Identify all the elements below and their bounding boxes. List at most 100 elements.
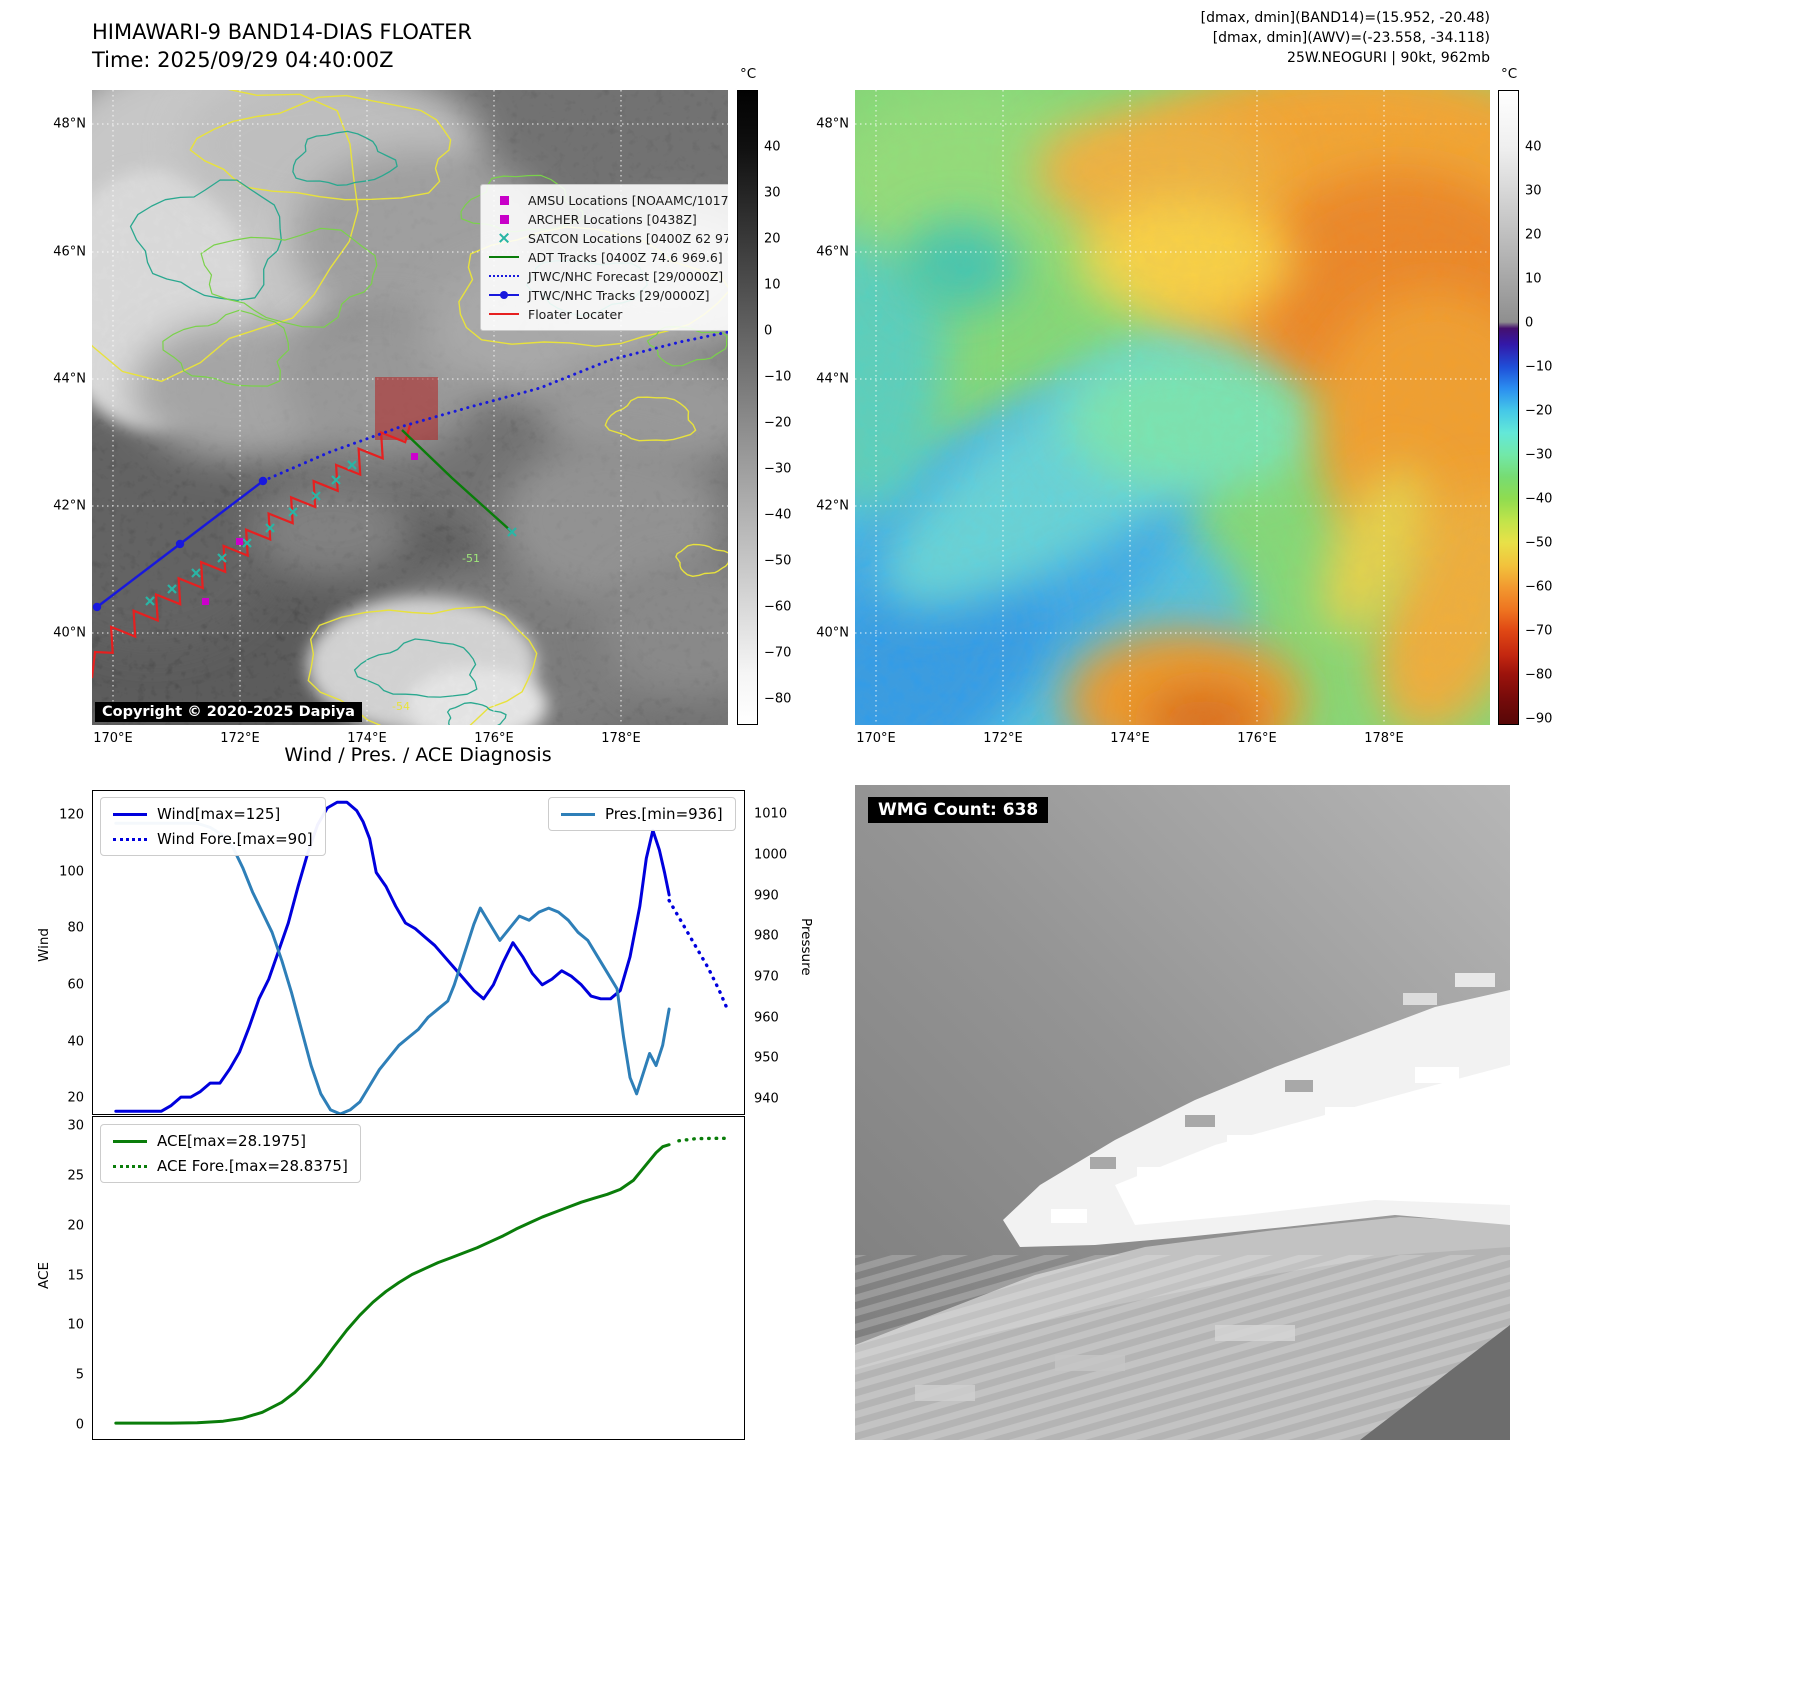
legend-item-forecast: JTWC/NHC Forecast [29/0000Z] — [487, 268, 728, 285]
floater-line-icon — [487, 313, 521, 316]
tick-label: 80 — [67, 920, 84, 936]
legend-item-amsu: AMSU Locations [NOAAMC/1017Z 55 985] — [487, 192, 728, 209]
tick-label: 0 — [764, 323, 773, 339]
tick-label: −30 — [1525, 447, 1553, 463]
awv-satellite-map — [855, 90, 1490, 725]
tick-label: 178°E — [1364, 731, 1404, 746]
tick-label: 10 — [1525, 271, 1542, 287]
tick-label: −40 — [1525, 491, 1553, 507]
tick-label: 950 — [754, 1050, 779, 1066]
ace-axis-label: ACE — [36, 1262, 52, 1289]
forecast-dotted-icon — [487, 275, 521, 278]
storm-info: 25W.NEOGURI | 90kt, 962mb — [1287, 50, 1490, 66]
ace-legend-item: ACE[max=28.1975] — [113, 1132, 348, 1150]
tick-label: 46°N — [816, 244, 849, 260]
tick-label: 172°E — [983, 731, 1023, 746]
band14-colorbar-unit: °C — [740, 66, 757, 82]
contour-label: -51 — [462, 552, 480, 565]
stat-band14: [dmax, dmin](BAND14)=(15.952, -20.48) — [1200, 10, 1490, 26]
tick-label: 176°E — [1237, 731, 1277, 746]
tick-label: −50 — [1525, 535, 1553, 551]
track-linedot-icon — [487, 290, 521, 299]
legend-item-floater: Floater Locater — [487, 306, 728, 323]
tick-label: −30 — [764, 461, 792, 477]
tick-label: −90 — [1525, 711, 1553, 727]
jtwc-forecast-line — [261, 330, 728, 483]
legend-item-jtwc-track: JTWC/NHC Tracks [29/0000Z] — [487, 287, 728, 304]
tick-label: 100 — [59, 864, 84, 880]
tick-label: −70 — [764, 645, 792, 661]
tick-label: 30 — [1525, 183, 1542, 199]
tick-label: −80 — [764, 691, 792, 707]
satcon-markers — [145, 460, 517, 606]
cloud-temperature-contours — [92, 90, 728, 725]
pressure-legend-item: Pres.[min=936] — [561, 805, 723, 823]
tick-label: 40 — [764, 139, 781, 155]
tick-label: 990 — [754, 888, 779, 904]
awv-colorbar — [1498, 90, 1519, 725]
tick-label: 40 — [1525, 139, 1542, 155]
wind-legend: Wind[max=125] Wind Fore.[max=90] — [100, 797, 326, 856]
tick-label: −60 — [764, 599, 792, 615]
tick-label: 1010 — [754, 806, 788, 822]
tick-label: 20 — [764, 231, 781, 247]
tick-label: 0 — [75, 1417, 84, 1433]
tick-label: 48°N — [53, 116, 86, 132]
tick-label: 20 — [67, 1218, 84, 1234]
wind-legend-item: Wind[max=125] — [113, 805, 313, 823]
tick-label: 60 — [67, 977, 84, 993]
wmg-panel: WMG Count: 638 — [855, 785, 1510, 1440]
tick-label: 15 — [67, 1268, 84, 1283]
tick-label: 940 — [754, 1091, 779, 1107]
adt-line-icon — [487, 256, 521, 259]
tick-label: −70 — [1525, 623, 1553, 639]
chart-title: Wind / Pres. / ACE Diagnosis — [284, 744, 552, 766]
band14-colorbar — [737, 90, 758, 725]
amsu-square-icon — [487, 195, 521, 205]
tick-label: −20 — [764, 415, 792, 431]
tick-label: 30 — [67, 1118, 84, 1134]
wind-axis-label: Wind — [36, 928, 52, 962]
pressure-axis-label: Pressure — [798, 918, 814, 976]
archer-square-icon — [487, 214, 521, 224]
tick-label: 25 — [67, 1168, 84, 1184]
tick-label: 42°N — [53, 498, 86, 514]
wind-pressure-plot — [114, 800, 730, 1114]
legend-item-adt: ADT Tracks [0400Z 74.6 969.6] — [487, 249, 728, 266]
tick-label: 46°N — [53, 244, 86, 260]
ace-line-icon — [113, 1139, 147, 1143]
floater-target-box — [375, 377, 438, 440]
jtwc-track-points — [92, 476, 268, 612]
tick-label: 40 — [67, 1034, 84, 1050]
tick-label: 960 — [754, 1010, 779, 1025]
tick-label: 10 — [764, 277, 781, 293]
ace-forecast-dotted-icon — [113, 1164, 147, 1168]
wind-forecast-dotted-icon — [113, 837, 147, 841]
ace-forecast-legend-item: ACE Fore.[max=28.8375] — [113, 1157, 348, 1175]
tick-label: 44°N — [53, 371, 86, 387]
wind-line-icon — [113, 812, 147, 816]
awv-colorbar-unit: °C — [1501, 66, 1518, 82]
legend-item-satcon: SATCON Locations [0400Z 62 976] — [487, 230, 728, 247]
tick-label: −40 — [764, 507, 792, 523]
tick-label: 120 — [59, 807, 84, 823]
legend-item-archer: ARCHER Locations [0438Z] — [487, 211, 728, 228]
page-title: HIMAWARI-9 BAND14-DIAS FLOATER — [92, 20, 472, 44]
tick-label: 170°E — [93, 731, 133, 746]
pressure-legend: Pres.[min=936] — [548, 797, 736, 831]
stat-awv: [dmax, dmin](AWV)=(-23.558, -34.118) — [1212, 30, 1490, 46]
tick-label: 1000 — [754, 847, 788, 863]
tick-label: 10 — [67, 1317, 84, 1333]
tick-label: 174°E — [1110, 731, 1150, 746]
tick-label: 40°N — [53, 625, 86, 641]
tick-label: −50 — [764, 553, 792, 569]
tick-label: 40°N — [816, 625, 849, 641]
tick-label: 0 — [1525, 315, 1534, 331]
wmg-image — [855, 785, 1510, 1440]
tick-label: 170°E — [856, 731, 896, 746]
tick-label: 44°N — [816, 371, 849, 387]
awv-satellite-image — [855, 90, 1490, 725]
tick-label: −20 — [1525, 403, 1553, 419]
satcon-x-icon — [487, 232, 521, 244]
